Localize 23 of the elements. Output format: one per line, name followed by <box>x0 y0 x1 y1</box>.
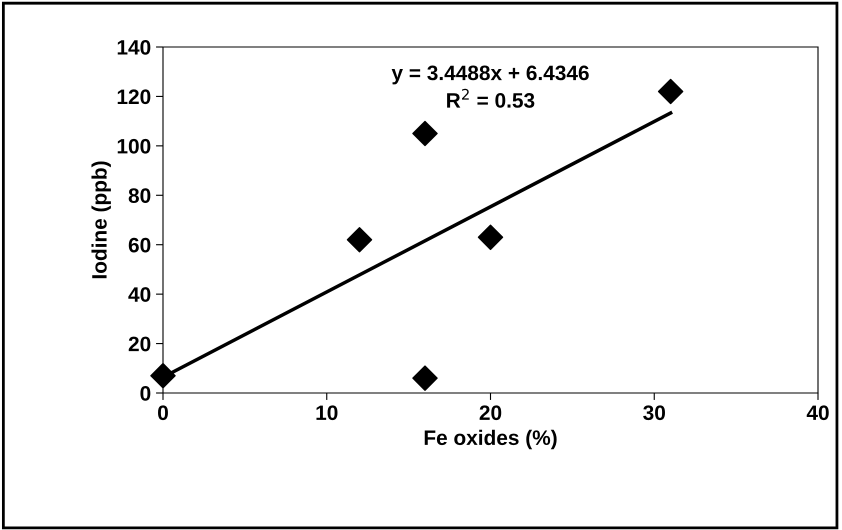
x-axis-title: Fe oxides (%) <box>424 430 557 450</box>
point <box>478 224 504 250</box>
x-tick-label: 0 <box>158 405 168 420</box>
y-tick-label: 40 <box>128 287 150 302</box>
x-tick-label: 30 <box>643 405 665 420</box>
annotation: y = 3.4488x + 6.4346 <box>392 66 589 84</box>
y-tick-label: 20 <box>128 336 150 352</box>
y-axis-title: Iodine (ppb) <box>91 161 111 278</box>
x-tick-label: 10 <box>316 405 338 420</box>
point <box>412 365 438 391</box>
y-tick-label: 60 <box>128 238 150 252</box>
y-tick-label: 140 <box>118 40 150 55</box>
annotation: R$^{2}$ = 0.53 <box>447 88 534 108</box>
point <box>658 78 684 104</box>
point <box>150 362 176 388</box>
y-tick-label: 80 <box>128 188 150 204</box>
y-tick-label: 120 <box>118 89 150 104</box>
x-tick-label: 40 <box>806 405 829 420</box>
point <box>412 120 438 146</box>
x-tick-label: 20 <box>480 405 502 420</box>
y-tick-label: 100 <box>118 138 150 154</box>
point <box>346 227 372 252</box>
y-tick-label: 0 <box>140 386 150 401</box>
